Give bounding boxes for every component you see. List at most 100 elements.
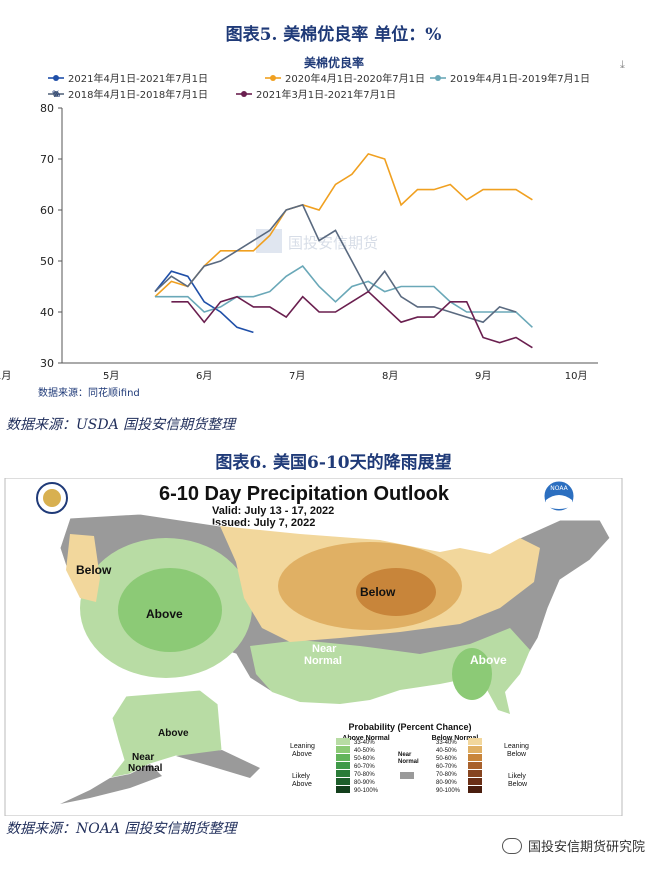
legend-above-swatch [336, 746, 350, 753]
legend-above-range: 60-70% [354, 764, 375, 770]
legend-below-range: 80-90% [436, 780, 457, 786]
legend-below-range: 50-60% [436, 756, 457, 762]
legend-above-range: 33-40% [354, 740, 375, 746]
chart-legend: 2021年4月1日-2021年7月1日 2020年4月1日-2020年7月1日 20… [48, 72, 590, 101]
map-title: 6-10 Day Precipitation Outlook [159, 483, 450, 505]
legend-label: 2018年4月1日-2018年7月1日 [68, 88, 208, 101]
x-tick-label: 5月 [103, 370, 119, 382]
legend-near-label: Near Normal [398, 752, 419, 765]
legend-below-range: 70-80% [436, 772, 457, 778]
legend-below-swatch [468, 778, 482, 785]
label-below-west: Below [76, 563, 112, 577]
label-near-normal: Near Normal [304, 643, 342, 667]
legend-above-range: 50-60% [354, 756, 375, 762]
footer-label: 国投安信期货研究院 [527, 840, 645, 855]
legend-label: 2020年4月1日-2020年7月1日 [285, 72, 425, 85]
x-tick-label: 10月 [565, 370, 588, 382]
legend-above-range: 40-50% [354, 748, 375, 754]
x-tick-label: 9月 [475, 370, 491, 382]
legend-above-swatch [336, 738, 350, 745]
x-tick-label: 6月 [196, 370, 212, 382]
series-line-3 [154, 203, 517, 324]
label-near-alaska: Near Normal [128, 752, 163, 774]
figure-5-source: 数据来源：USDA 国投安信期货整理 [6, 417, 236, 433]
south-above-region [250, 628, 530, 714]
legend-marker [435, 75, 441, 81]
download-icon[interactable]: ⤓ [620, 58, 625, 71]
y-axis-unit: % [52, 90, 61, 100]
chart-source-note: 数据来源：同花顺ifind [38, 386, 140, 399]
legend-label: 2019年4月1日-2019年7月1日 [450, 72, 590, 85]
y-tick-label: 40 [40, 306, 54, 319]
label-above-alaska: Above [158, 728, 189, 739]
footer-brand: 国投安信期货研究院 [501, 836, 645, 855]
watermark: 国投安信期货 [256, 229, 378, 253]
legend-label: 2021年3月1日-2021年7月1日 [256, 88, 396, 101]
legend-below-swatch [468, 786, 482, 793]
chart-title: 美棉优良率 [304, 55, 364, 70]
legend-likely-below: Likely Below [508, 773, 528, 788]
west-below-region [66, 534, 100, 602]
figure-6-source: 数据来源：NOAA 国投安信期货整理 [6, 821, 237, 837]
legend-near-swatch [400, 772, 414, 779]
legend-below-swatch [468, 738, 482, 745]
precipitation-outlook-map: NOAA 6-10 Day Precipitation Outlook Vali… [4, 478, 623, 816]
legend-below-swatch [468, 754, 482, 761]
legend-marker [53, 75, 59, 81]
series-line-4 [171, 290, 533, 349]
legend-above-swatch [336, 778, 350, 785]
series-line-1 [154, 152, 533, 298]
label-below-midwest: Below [360, 585, 396, 599]
legend-above-range: 70-80% [354, 772, 375, 778]
legend-above-swatch [336, 786, 350, 793]
legend-above-header: Above Normal [342, 735, 390, 742]
legend-below-swatch [468, 746, 482, 753]
legend-leaning-above: Leaning Above [290, 743, 315, 758]
chart-axes: 30 40 50 60 70 80 5月 6月 7月 8月 9月 10月 11月 [0, 102, 598, 382]
svg-text:NOAA: NOAA [550, 485, 568, 492]
legend-below-range: 90-100% [436, 788, 461, 794]
legend-leaning-below: Leaning Below [504, 743, 529, 758]
legend-marker [270, 75, 276, 81]
cotton-rating-chart: 美棉优良率 2021年4月1日-2021年7月1日 2020年4月1日-2020年… [0, 55, 598, 399]
alaska-near-normal [60, 764, 162, 804]
midwest-below-core [356, 568, 436, 616]
map-legend: Probability (Percent Chance) Above Norma… [290, 722, 529, 794]
legend-marker [53, 91, 59, 97]
legend-below-swatch [468, 770, 482, 777]
label-above-west: Above [146, 607, 183, 621]
legend-above-range: 80-90% [354, 780, 375, 786]
map-valid-dates: Valid: July 13 - 17, 2022 [212, 505, 334, 517]
legend-likely-above: Likely Above [292, 773, 312, 788]
legend-above-range: 90-100% [354, 788, 379, 794]
commerce-seal-icon [36, 482, 68, 514]
series-line-0 [154, 270, 254, 334]
figure-5-title: 图表5. 美棉优良率 单位：% [225, 25, 442, 45]
label-above-southeast: Above [470, 653, 507, 667]
y-tick-label: 80 [40, 102, 54, 115]
legend-above-swatch [336, 762, 350, 769]
svg-text:国投安信期货: 国投安信期货 [288, 234, 378, 252]
x-tick-label: 7月 [289, 370, 305, 382]
legend-below-swatch [468, 762, 482, 769]
wechat-icon [501, 837, 522, 854]
x-tick-label: 8月 [382, 370, 398, 382]
west-above-core [118, 568, 222, 652]
y-tick-label: 60 [40, 204, 54, 217]
series-line-2 [155, 265, 533, 328]
alaska-panhandle [176, 750, 260, 778]
legend-marker [241, 91, 247, 97]
legend-below-range: 60-70% [436, 764, 457, 770]
legend-below-header: Below Normal [432, 735, 479, 742]
x-tick-label: 11月 [0, 370, 11, 382]
legend-below-range: 33-40% [436, 740, 457, 746]
legend-below-range: 40-50% [436, 748, 457, 754]
legend-above-swatch [336, 754, 350, 761]
noaa-logo-icon: NOAA [543, 480, 575, 512]
figure-6-title: 图表6. 美国6-10天的降雨展望 [215, 453, 452, 473]
chart-series [154, 152, 533, 349]
southeast-above-core [452, 648, 492, 700]
legend-above-swatch [336, 770, 350, 777]
y-tick-label: 50 [40, 255, 54, 268]
legend-label: 2021年4月1日-2021年7月1日 [68, 72, 208, 85]
